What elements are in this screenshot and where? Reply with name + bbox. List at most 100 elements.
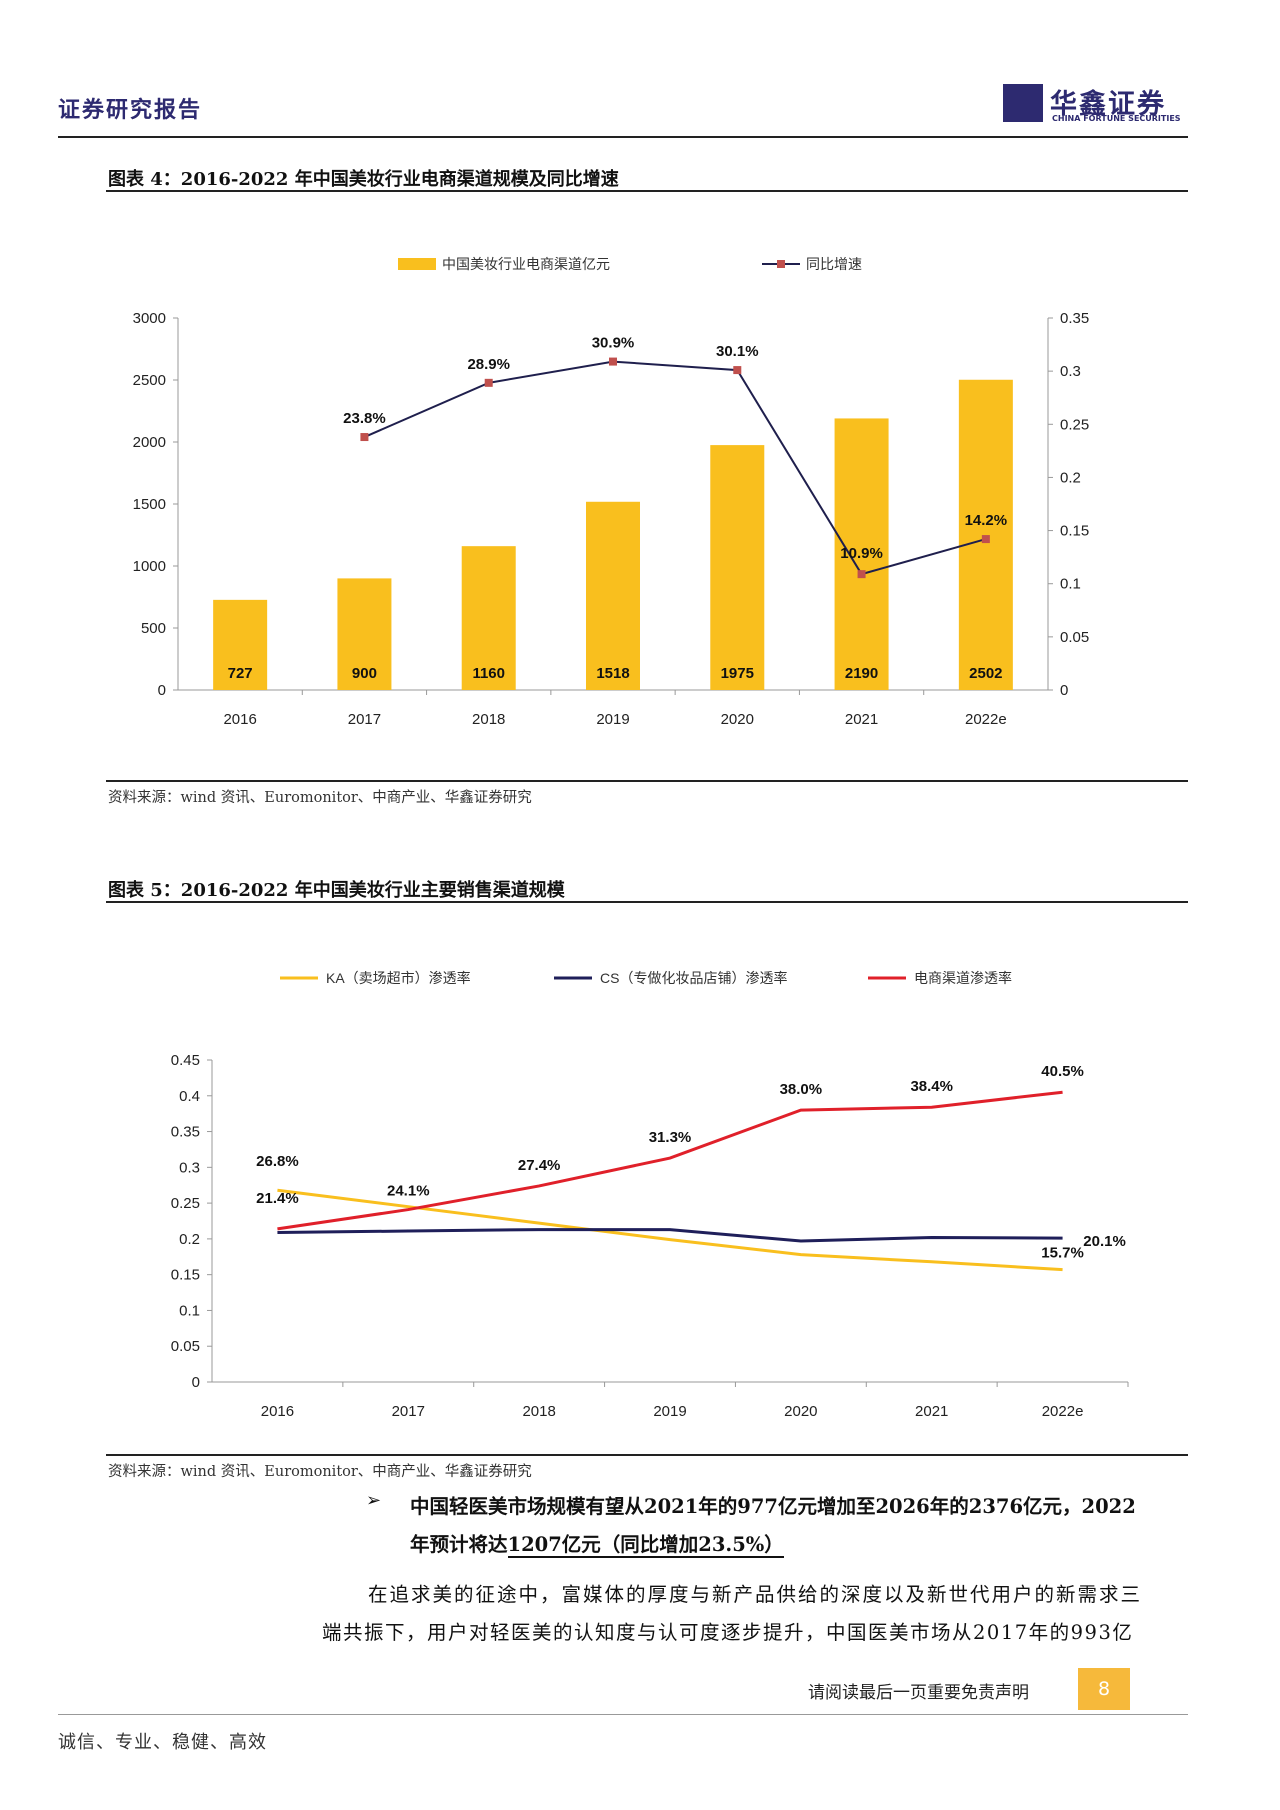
growth-marker: [484, 378, 493, 387]
right-tick-label: 0: [1060, 682, 1068, 699]
series-data-label: 31.3%: [649, 1129, 692, 1146]
x-tick-label: 2021: [915, 1403, 948, 1420]
growth-marker: [857, 570, 866, 579]
bullet-line-2-underlined: 1207亿元（同比增加23.5%）: [507, 1533, 784, 1558]
bar-value-label: 900: [352, 665, 377, 682]
figure4-title-rule: [106, 190, 1188, 192]
left-tick-label: 3000: [133, 310, 166, 327]
body-paragraph-line-2: 端共振下，用户对轻医美的认知度与认可度逐步提升，中国医美市场从2017年的993…: [322, 1621, 1134, 1644]
header-divider: [58, 136, 1188, 138]
bullet-line-1: 中国轻医美市场规模有望从2021年的977亿元增加至2026年的2376亿元，2…: [410, 1495, 1136, 1518]
bullet-arrow-icon: ➢: [366, 1490, 382, 1511]
figure5-chart: KA（卖场超市）渗透率 CS（专做化妆品店铺）渗透率 电商渠道渗透率 0 0.05 0.1…: [171, 970, 1129, 1420]
figure5-title: 图表 5：2016-2022 年中国美妆行业主要销售渠道规模: [108, 880, 565, 901]
company-motto: 诚信、专业、稳健、高效: [58, 1732, 267, 1753]
figure5-bottom-rule: [106, 1454, 1188, 1456]
bar-2020: [710, 445, 765, 690]
legend-cs-label: CS（专做化妆品店铺）渗透率: [600, 970, 787, 986]
bar-value-label: 2190: [845, 665, 878, 682]
company-name-en: CHINA FORTUNE SECURITIES: [1052, 114, 1181, 123]
figure5-source: 资料来源：wind 资讯、Euromonitor、中商产业、华鑫证券研究: [108, 1464, 532, 1480]
report-type-title: 证券研究报告: [58, 97, 203, 123]
series-line-1: [277, 1228, 1063, 1243]
series-data-label: 26.8%: [256, 1153, 299, 1170]
footer-divider: [58, 1714, 1188, 1715]
body-paragraph-line-1: 在追求美的征途中，富媒体的厚度与新产品供给的深度以及新世代用户的新需求三: [368, 1583, 1143, 1606]
bar-2017: [337, 578, 392, 690]
growth-label: 28.9%: [467, 356, 510, 373]
bullet-line-2: 年预计将达1207亿元（同比增加23.5%）: [410, 1528, 784, 1558]
right-tick-label: 0.05: [1060, 629, 1089, 646]
series-line-2: [277, 1090, 1063, 1231]
y-tick-label: 0.25: [171, 1195, 200, 1212]
x-tick-label: 2017: [392, 1403, 425, 1420]
legend-line-label: 同比增速: [806, 256, 862, 272]
figure4-bottom-rule: [106, 780, 1188, 782]
series-line-0: [277, 1188, 1063, 1272]
left-tick-label: 1500: [133, 496, 166, 513]
series-data-label: 40.5%: [1041, 1063, 1084, 1080]
legend-bar-swatch: [398, 258, 436, 270]
disclaimer-note: 请阅读最后一页重要免责声明: [808, 1683, 1029, 1703]
y-tick-label: 0.2: [179, 1231, 200, 1248]
y-tick-label: 0.05: [171, 1338, 200, 1355]
figure4-title: 图表 4：2016-2022 年中国美妆行业电商渠道规模及同比增速: [108, 169, 619, 190]
bar-2021: [834, 418, 889, 690]
legend-ecom-label: 电商渠道渗透率: [914, 970, 1012, 986]
figure4-source: 资料来源：wind 资讯、Euromonitor、中商产业、华鑫证券研究: [108, 790, 532, 806]
bullet-line-2-lead: 年预计将达: [410, 1533, 508, 1556]
bar-2016: [213, 599, 268, 690]
x-tick-label: 2016: [261, 1403, 294, 1420]
company-logo-icon: [1003, 84, 1043, 122]
series-data-label: 27.4%: [518, 1157, 561, 1174]
bar-value-label: 1518: [596, 665, 629, 682]
right-tick-label: 0.15: [1060, 523, 1089, 540]
bar-value-label: 1160: [472, 665, 505, 682]
series-data-label: 21.4%: [256, 1190, 299, 1207]
y-tick-label: 0.15: [171, 1267, 200, 1284]
legend-bar-label: 中国美妆行业电商渠道亿元: [442, 256, 610, 272]
bar-value-label: 1975: [721, 665, 754, 682]
x-tick-label: 2018: [472, 711, 505, 728]
growth-marker: [733, 366, 742, 375]
y-tick-label: 0.3: [179, 1159, 200, 1176]
growth-marker: [609, 357, 617, 366]
legend-line-marker: [777, 260, 785, 268]
y-tick-label: 0.4: [179, 1088, 200, 1105]
right-tick-label: 0.25: [1060, 416, 1089, 433]
series-data-label: 38.4%: [910, 1078, 953, 1095]
x-tick-label: 2017: [348, 711, 381, 728]
y-tick-label: 0.35: [171, 1124, 200, 1141]
y-tick-label: 0: [192, 1374, 200, 1391]
left-tick-label: 0: [158, 682, 166, 699]
right-tick-label: 0.3: [1060, 363, 1081, 380]
x-tick-label: 2020: [784, 1403, 817, 1420]
figure4-chart: 中国美妆行业电商渠道亿元 同比增速 0 500 1000 1500 2000 2500 3000…: [133, 256, 1090, 728]
bar-value-label: 2502: [969, 665, 1002, 682]
series-data-label: 20.1%: [1083, 1233, 1126, 1250]
page-number: 8: [1078, 1668, 1130, 1710]
left-tick-label: 500: [141, 620, 166, 637]
left-tick-label: 1000: [133, 558, 166, 575]
company-name-cn: 华鑫证券: [1050, 89, 1166, 120]
x-tick-label: 2022e: [1042, 1403, 1084, 1420]
growth-marker: [981, 535, 990, 544]
left-tick-label: 2500: [133, 372, 166, 389]
left-tick-label: 2000: [133, 434, 166, 451]
y-tick-label: 0.45: [171, 1052, 200, 1069]
x-tick-label: 2019: [653, 1403, 686, 1420]
series-data-label: 24.1%: [387, 1183, 430, 1200]
bar-value-label: 727: [228, 665, 253, 682]
growth-label: 14.2%: [965, 512, 1008, 529]
right-tick-label: 0.2: [1060, 469, 1081, 486]
series-data-label: 15.7%: [1041, 1245, 1084, 1262]
figure5-title-rule: [106, 901, 1188, 903]
growth-line: [364, 360, 987, 576]
x-tick-label: 2018: [522, 1403, 555, 1420]
series-data-label: 38.0%: [780, 1081, 823, 1098]
right-tick-label: 0.35: [1060, 310, 1089, 327]
x-tick-label: 2020: [721, 711, 754, 728]
y-tick-label: 0.1: [179, 1302, 200, 1319]
growth-marker: [360, 433, 369, 442]
growth-label: 30.9%: [592, 335, 635, 352]
